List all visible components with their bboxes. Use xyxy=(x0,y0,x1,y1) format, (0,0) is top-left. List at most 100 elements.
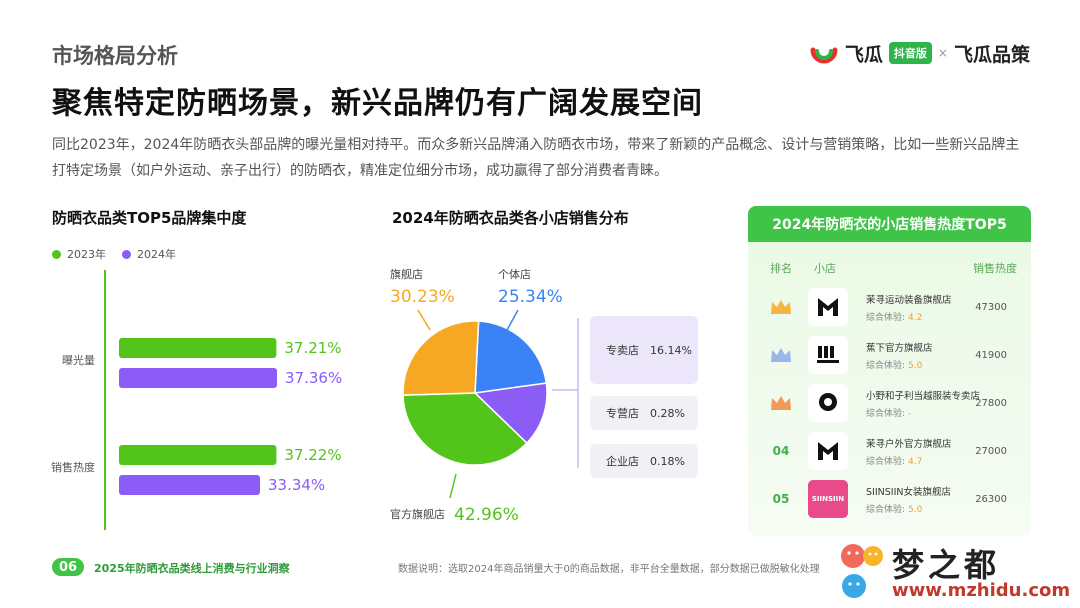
shop-score: 综合体验: 4.7 xyxy=(866,454,922,467)
shop-score-label: 综合体验: xyxy=(866,409,906,419)
intro-paragraph: 同比2023年，2024年防晒衣头部品牌的曝光量相对持平。而众多新兴品牌涌入防晒… xyxy=(52,137,1020,179)
pie-leader-flagship xyxy=(417,309,431,331)
breakdown-name: 专营店 xyxy=(606,406,639,420)
shop-name: 小野和子利当越服装专卖店 xyxy=(866,391,981,402)
bar-chart-title: 防晒衣品类TOP5品牌集中度 xyxy=(52,209,247,227)
ranking-row: 蕉下官方旗舰店 综合体验: 5.0 41900 xyxy=(748,332,1031,378)
page-title: 聚焦特定防晒场景，新兴品牌仍有广阔发展空间 xyxy=(52,86,703,121)
watermark-url: www.mzhidu.com xyxy=(892,580,1071,601)
breakdown-name: 企业店 xyxy=(606,454,639,468)
pie-slice-value: 42.96% xyxy=(454,505,519,525)
logo-separator: × xyxy=(937,46,948,60)
pie-slice-name: 官方旗舰店 xyxy=(390,507,445,521)
breakdown-name: 专卖店 xyxy=(606,343,639,357)
pie-slice-name: 个体店 xyxy=(498,267,531,281)
legend-dot-green-icon xyxy=(52,249,61,259)
pie-chart: 旗舰店 30.23% 个体店 25.34% 官方旗舰店 42.96% 专卖店 16.14% 专营… xyxy=(390,267,698,525)
shop-score-label: 综合体验: xyxy=(866,505,906,515)
feigua-logo-icon xyxy=(810,47,838,64)
col-heat: 销售热度 xyxy=(973,262,1017,275)
breakdown-box xyxy=(590,444,698,478)
breakdown-box xyxy=(590,316,698,384)
ranking-title: 2024年防晒衣的小店销售热度TOP5 xyxy=(748,206,1031,242)
brand-logo: 飞瓜 抖音版 × 飞瓜品策 xyxy=(809,38,1030,68)
bar-value-label: 37.36% xyxy=(285,369,342,387)
shop-heat: 47300 xyxy=(975,302,1007,313)
logo-partner: 飞瓜品策 xyxy=(953,43,1030,66)
ranking-row: 05 SIINSIIN SIINSIIN女装旗舰店 综合体验: 5.0 26300 xyxy=(748,476,1031,522)
breakdown-value: 0.18% xyxy=(650,455,685,468)
shop-heat: 27800 xyxy=(975,398,1007,409)
bar-0-0 xyxy=(119,338,277,358)
bar-category-label: 曝光量 xyxy=(62,353,95,367)
silver-crown-icon xyxy=(768,344,794,366)
breakdown-box xyxy=(590,396,698,430)
watermark-text: 梦之都 xyxy=(892,546,1001,584)
ranking-row: 茉寻运动装备旗舰店 综合体验: 4.2 47300 xyxy=(748,284,1031,330)
bar-1-1 xyxy=(119,475,260,495)
bar-value-label: 37.21% xyxy=(284,339,341,357)
report-title: 2025年防晒衣品类线上消费与行业洞察 xyxy=(94,562,290,575)
gold-crown-icon xyxy=(768,296,794,318)
shop-score-label: 综合体验: xyxy=(866,457,906,467)
shop-score-value: 5.0 xyxy=(908,505,923,515)
shop-score-value: - xyxy=(908,409,912,419)
pie-leader-individual xyxy=(505,309,519,333)
legend-label: 2023年 xyxy=(67,248,106,261)
shop-name: SIINSIIN女装旗舰店 xyxy=(866,487,951,498)
bar-value-label: 37.22% xyxy=(284,446,341,464)
shop-score-value: 4.2 xyxy=(908,313,923,323)
shop-score: 综合体验: - xyxy=(866,406,911,419)
ranking-row: 04 茉寻户外官方旗舰店 综合体验: 4.7 27000 xyxy=(748,428,1031,474)
bar-0-1 xyxy=(119,368,277,388)
pie-slice-flagship xyxy=(402,320,480,396)
shop-score-value: 5.0 xyxy=(908,361,923,371)
bronze-crown-icon xyxy=(768,392,794,414)
shop-score-label: 综合体验: xyxy=(866,361,906,371)
legend-label: 2024年 xyxy=(137,248,176,261)
pie-chart-title: 2024年防晒衣品类各小店销售分布 xyxy=(392,209,629,227)
pie-slice-name: 旗舰店 xyxy=(390,267,423,281)
bar-legend: 2023年 2024年 xyxy=(52,246,176,262)
breakdown-value: 0.28% xyxy=(650,407,685,420)
ranking-row: 小野和子利当越服装专卖店 综合体验: - 27800 xyxy=(748,380,1031,426)
col-rank: 排名 xyxy=(770,262,792,275)
pie-slice-value: 25.34% xyxy=(498,287,563,307)
legend-item-2024: 2024年 xyxy=(122,246,176,262)
watermark-faces-icon xyxy=(841,544,883,598)
pie-slice-value: 30.23% xyxy=(390,287,455,307)
shop-heat: 27000 xyxy=(975,446,1007,457)
bar-1-0 xyxy=(119,445,277,465)
shop-logo-icon xyxy=(808,288,848,326)
section-label: 市场格局分析 xyxy=(52,44,178,68)
legend-dot-purple-icon xyxy=(122,249,131,259)
shop-heat: 26300 xyxy=(975,494,1007,505)
breakdown-value: 16.14% xyxy=(650,344,692,357)
page-number: 06 xyxy=(52,558,84,576)
logo-badge: 抖音版 xyxy=(888,42,932,64)
shop-score-value: 4.7 xyxy=(908,457,923,467)
pie-slice-official xyxy=(402,392,528,466)
shop-logo-icon xyxy=(808,336,848,374)
shop-name: 茉寻户外官方旗舰店 xyxy=(866,439,952,450)
data-note: 数据说明：选取2024年商品销量大于0的商品数据，非平台全量数据，部分数据已做脱… xyxy=(398,564,820,575)
logo-name: 飞瓜 xyxy=(844,43,883,66)
shop-score: 综合体验: 5.0 xyxy=(866,358,922,371)
shop-name: 茉寻运动装备旗舰店 xyxy=(866,295,952,306)
shop-logo-icon: SIINSIIN xyxy=(808,480,848,518)
shop-score-label: 综合体验: xyxy=(866,313,906,323)
shop-name: 蕉下官方旗舰店 xyxy=(866,343,933,354)
shop-score: 综合体验: 4.2 xyxy=(866,310,922,323)
shop-heat: 41900 xyxy=(975,350,1007,361)
col-shop: 小店 xyxy=(814,262,836,275)
pie-slice-individual xyxy=(474,320,548,394)
ranking-card: 2024年防晒衣的小店销售热度TOP5 排名 小店 销售热度 茉寻运动装备旗舰店… xyxy=(748,206,1031,536)
bar-category-label: 销售热度 xyxy=(51,460,95,474)
rank-number: 04 xyxy=(772,444,790,458)
pie-slice-other xyxy=(473,382,548,445)
bar-value-label: 33.34% xyxy=(268,476,325,494)
watermark: 梦之都 www.mzhidu.com xyxy=(840,540,1080,608)
shop-score: 综合体验: 5.0 xyxy=(866,502,922,515)
rank-number: 05 xyxy=(772,492,790,506)
legend-item-2023: 2023年 xyxy=(52,246,106,262)
